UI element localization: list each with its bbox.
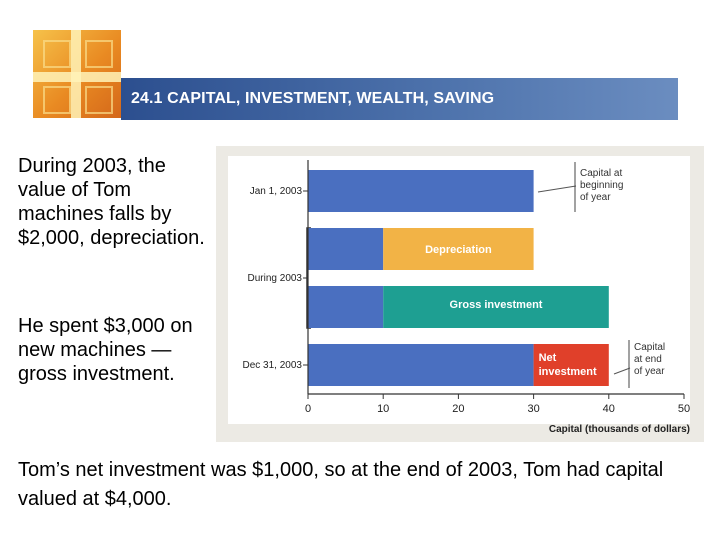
left-text-depreciation: During 2003, the value of Tom machines f…	[18, 155, 205, 249]
category-label-dec-31-2003: Dec 31, 2003	[243, 360, 303, 371]
title-band: 24.1 CAPITAL, INVESTMENT, WEALTH, SAVING	[121, 78, 678, 120]
bar-during-2003-capital	[308, 286, 384, 328]
capital-chart-svg: Depreciation Gross investment Net investmen…	[216, 146, 704, 442]
bar-label-gross-investment: Gross investment	[450, 299, 543, 311]
bottom-text: Tom’s net investment was $1,000, so at t…	[18, 459, 664, 510]
category-label-jan-1-2003: Jan 1, 2003	[250, 186, 303, 197]
bar-during-2003-depreciation	[383, 228, 534, 270]
category-label-during-2003: During 2003	[248, 273, 303, 284]
annotation-end-leader	[613, 367, 631, 375]
x-tick-label-30: 30	[527, 403, 539, 415]
annotation-begin-leader	[537, 185, 577, 193]
bar-dec-31-2003-capital	[308, 344, 534, 386]
x-axis-label: Capital (thousands of dollars)	[549, 424, 690, 435]
x-tick-label-0: 0	[305, 403, 311, 415]
bar-jan-1-2003-capital	[308, 170, 534, 212]
x-tick-label-50: 50	[678, 403, 690, 415]
bar-during-2003-gross-investment	[383, 286, 609, 328]
x-tick-label-40: 40	[603, 403, 615, 415]
bar-label-net-investment: Net investment	[539, 352, 597, 378]
bar-dec-31-2003-net-investment	[533, 344, 609, 386]
slide-title: 24.1 CAPITAL, INVESTMENT, WEALTH, SAVING	[131, 90, 495, 107]
slide-logo	[33, 30, 121, 118]
annotation-end-of-year: Capital at end of year	[634, 342, 668, 377]
x-tick-label-10: 10	[377, 403, 389, 415]
bar-during-2003-capital	[308, 228, 384, 270]
bar-label-depreciation: Depreciation	[425, 244, 492, 256]
x-tick-label-20: 20	[452, 403, 464, 415]
annotation-begin-of-year: Capital at beginning of year	[580, 168, 626, 203]
capital-chart: Depreciation Gross investment Net investmen…	[216, 146, 704, 442]
left-text-gross-investment: He spent $3,000 on new machines —gross i…	[18, 315, 193, 385]
